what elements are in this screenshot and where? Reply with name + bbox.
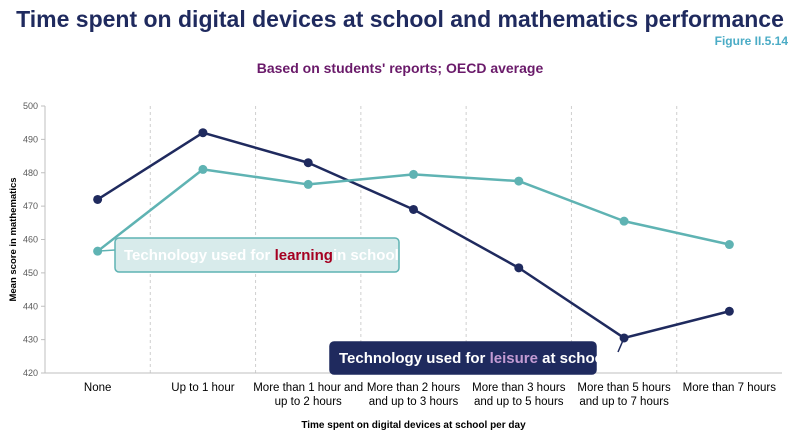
callout-text: Technology used for leisure at school <box>339 350 608 367</box>
y-tick-label: 490 <box>23 134 38 144</box>
x-category-label-line: and up to 3 hours <box>369 396 459 408</box>
x-category-label-line: Up to 1 hour <box>171 382 234 394</box>
data-point <box>303 158 313 168</box>
y-tick-label: 440 <box>23 301 38 311</box>
data-point <box>409 169 418 179</box>
y-tick-label: 430 <box>23 335 38 345</box>
leisure-callout: Technology used for leisure at school <box>329 337 625 375</box>
chart-title: Time spent on digital devices at school … <box>16 6 784 32</box>
x-category-label: More than 3 hours and up to 5 hours <box>472 382 566 408</box>
x-category-label-line: and up to 7 hours <box>579 396 669 408</box>
x-category-label: None <box>84 382 112 394</box>
y-tick-label: 460 <box>23 235 38 245</box>
callout-emphasis: leisure <box>490 350 538 367</box>
callouts: Technology used for learningin schoolTec… <box>97 237 625 375</box>
x-category-label-line: More than 7 hours <box>683 382 777 394</box>
callout-emphasis: learning <box>275 247 333 264</box>
callout-box <box>329 341 597 375</box>
data-point <box>198 128 208 138</box>
callout-text-part: Technology used for <box>339 350 490 367</box>
y-tick-label: 480 <box>23 168 38 178</box>
data-point <box>514 263 524 273</box>
x-category-label-line: up to 2 hours <box>275 396 342 408</box>
x-category-label: More than 7 hours <box>683 382 777 394</box>
callout-leader <box>617 337 625 353</box>
chart-subtitle: Based on students' reports; OECD average <box>256 60 544 76</box>
data-point <box>198 164 208 174</box>
x-category-label: More than 2 hours and up to 3 hours <box>367 382 461 408</box>
x-category-label-line: More than 5 hours <box>577 382 671 394</box>
callout-box <box>114 237 400 273</box>
callout-leader <box>97 249 116 252</box>
data-point <box>409 204 418 214</box>
callout-text-part: in school <box>333 247 399 264</box>
data-point <box>724 240 734 250</box>
figure-label: Figure II.5.14 <box>714 34 788 48</box>
x-category-label: More than 5 hours and up to 7 hours <box>577 382 671 408</box>
series-line-leisure <box>96 131 730 340</box>
data-point <box>93 194 103 204</box>
series-lines <box>93 128 734 343</box>
x-category-label-line: More than 1 hour and <box>253 382 363 394</box>
x-category-label-line: More than 3 hours <box>472 382 566 394</box>
y-tick-label: 500 <box>23 101 38 111</box>
x-category-label: More than 1 hour and up to 2 hours <box>253 382 363 408</box>
y-axis-title: Mean score in mathematics <box>8 177 19 301</box>
data-point <box>303 179 313 189</box>
data-point <box>514 176 524 186</box>
callout-text-part: at school <box>538 350 608 367</box>
x-category-label-line: and up to 5 hours <box>474 396 564 408</box>
data-point <box>619 216 629 226</box>
x-category-label-line: None <box>84 382 112 394</box>
learning-callout: Technology used for learningin school <box>97 237 400 273</box>
callout-text: Technology used for learningin school <box>124 247 399 264</box>
data-point <box>724 306 734 316</box>
y-tick-label: 420 <box>23 368 38 378</box>
y-tick-label: 450 <box>23 268 38 278</box>
y-tick-label: 470 <box>23 201 38 211</box>
callout-text-part: Technology used for <box>124 247 275 264</box>
x-category-label: Up to 1 hour <box>171 382 234 394</box>
x-axis-title: Time spent on digital devices at school … <box>301 420 526 431</box>
x-category-label-line: More than 2 hours <box>367 382 461 394</box>
